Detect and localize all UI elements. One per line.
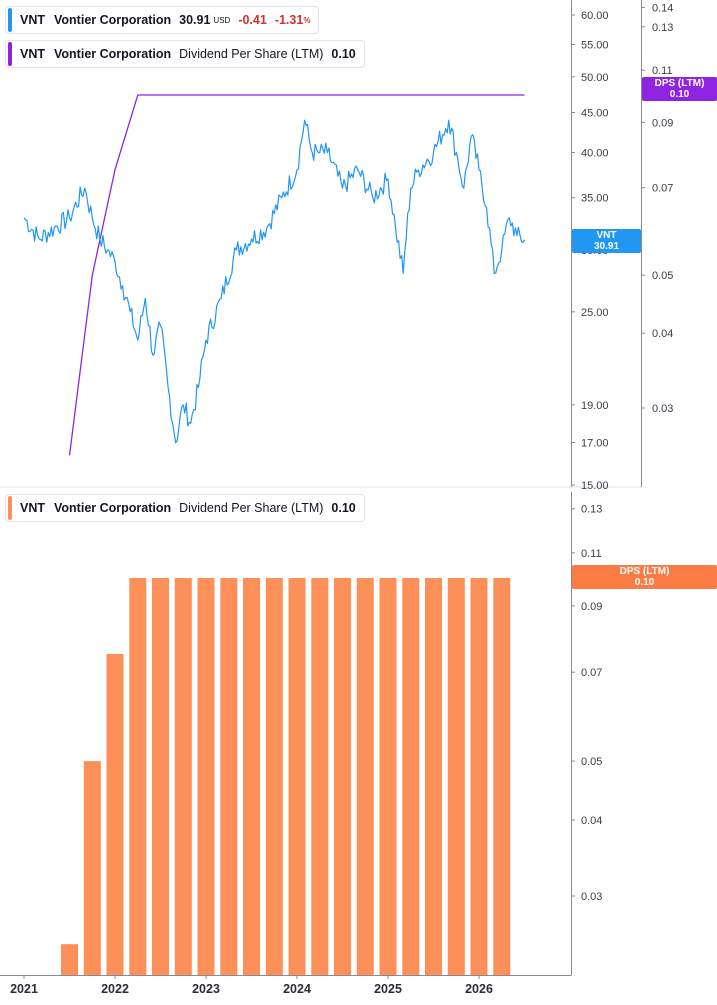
dps-bar (265, 578, 283, 975)
dps-tick-label: 0.09 (652, 117, 673, 129)
bar-axis-tick-label: 0.04 (581, 815, 602, 827)
dps-bar (174, 578, 192, 975)
legend-change: -0.41 (238, 13, 267, 27)
dps-tick-label: 0.13 (652, 22, 673, 34)
time-tick-label: 2023 (192, 982, 220, 996)
legend-company-name: Vontier Corporation (54, 13, 172, 27)
bar-axis-tick-label: 0.07 (581, 667, 602, 679)
dps-tick-label: 0.07 (652, 183, 673, 195)
price-line (23, 119, 526, 444)
dps-badge-value: 0.10 (669, 89, 690, 100)
dps-bar (129, 578, 147, 975)
dps-legend-top[interactable]: VNT Vontier Corporation Dividend Per Sha… (5, 40, 365, 68)
bar-axis-tick-label: 0.11 (581, 548, 602, 560)
dps-tick-label: 0.04 (652, 328, 673, 340)
price-badge-symbol: VNT (596, 230, 617, 241)
legend-change-pct: -1.31 (274, 13, 304, 27)
dps-bar (152, 578, 169, 975)
price-tick-label: 50.00 (581, 72, 609, 84)
dps-line (68, 94, 525, 456)
dps-bar (402, 578, 420, 975)
dps-bar (106, 654, 124, 975)
dps-badge-label: DPS (LTM) (619, 566, 670, 577)
dps-badge-top: DPS (LTM) 0.10 (642, 77, 717, 101)
legend-pct-sign: % (303, 15, 311, 25)
dps-badge-value: 0.10 (634, 577, 655, 588)
price-tick-label: 60.00 (581, 10, 609, 22)
legend-company-name: Vontier Corporation (54, 501, 172, 515)
price-tick-label: 15.00 (581, 480, 609, 492)
price-badge: VNT 30.91 (572, 229, 641, 253)
dps-tick-label: 0.14 (652, 3, 673, 15)
legend-symbol: VNT (20, 47, 45, 61)
legend-metric-value: 0.10 (331, 501, 356, 515)
dps-bar (447, 578, 465, 975)
legend-symbol: VNT (20, 13, 45, 27)
price-tick-label: 45.00 (581, 108, 609, 120)
legend-symbol: VNT (20, 501, 45, 515)
time-tick-label: 2026 (465, 982, 493, 996)
dps-bar (61, 944, 78, 975)
dps-bar (311, 578, 329, 975)
dps-tick-label: 0.11 (652, 65, 673, 77)
time-tick-label: 2021 (10, 982, 38, 996)
dps-bar (197, 578, 215, 975)
legend-metric-value: 0.10 (331, 47, 356, 61)
dps-bar (220, 578, 238, 975)
dps-badge-label: DPS (LTM) (654, 78, 705, 89)
bar-axis-tick-label: 0.03 (581, 891, 602, 903)
price-tick-label: 17.00 (581, 438, 609, 450)
price-legend-swatch (8, 8, 12, 32)
dps-badge-bottom: DPS (LTM) 0.10 (572, 565, 717, 589)
price-tick-label: 19.00 (581, 400, 609, 412)
dps-bar (379, 578, 397, 975)
time-tick-label: 2024 (283, 982, 311, 996)
legend-currency: USD (213, 15, 231, 25)
price-tick-label: 40.00 (581, 147, 609, 159)
legend-price-value: 30.91 (179, 13, 211, 27)
dps-bar (470, 578, 488, 975)
dps-bar (425, 578, 442, 975)
bar-axis-tick-label: 0.05 (581, 756, 602, 768)
bar-axis-tick-label: 0.13 (581, 504, 602, 516)
price-tick-label: 25.00 (581, 307, 609, 319)
dps-bar (288, 578, 306, 975)
dps-bar (83, 761, 101, 975)
dps-legend-bottom[interactable]: VNT Vontier Corporation Dividend Per Sha… (5, 494, 365, 522)
price-badge-value: 30.91 (593, 241, 620, 252)
dps-bar (356, 578, 374, 975)
time-tick-label: 2022 (101, 982, 129, 996)
legend-metric: Dividend Per Share (LTM) (179, 47, 324, 61)
time-tick-label: 2025 (374, 982, 402, 996)
price-tick-label: 35.00 (581, 193, 609, 205)
legend-company-name: Vontier Corporation (54, 47, 172, 61)
dps-bar (243, 578, 260, 975)
dps-legend-swatch (8, 42, 12, 66)
price-tick-label: 55.00 (581, 39, 609, 51)
price-legend[interactable]: VNT Vontier Corporation 30.91 USD -0.41 … (5, 6, 320, 34)
legend-metric: Dividend Per Share (LTM) (179, 501, 324, 515)
dps-bar (493, 578, 511, 975)
dps-tick-label: 0.03 (652, 403, 673, 415)
dps-legend-swatch (8, 496, 12, 520)
bar-axis-tick-label: 0.09 (581, 601, 602, 613)
dps-bar (334, 578, 351, 975)
dps-tick-label: 0.05 (652, 270, 673, 282)
